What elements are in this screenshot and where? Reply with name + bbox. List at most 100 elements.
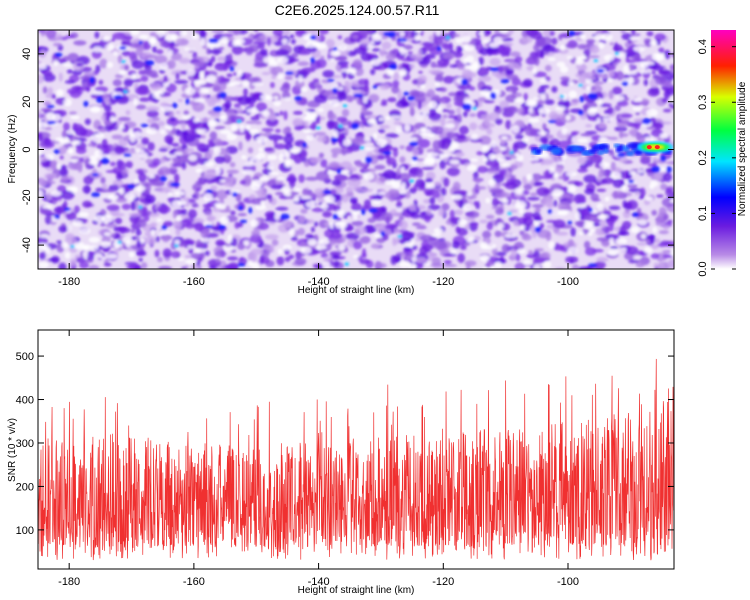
spectrogram-cell <box>616 152 626 158</box>
spectrogram-cell <box>118 187 125 195</box>
spectrogram-cell <box>138 34 149 40</box>
spectrogram-cell <box>233 72 238 76</box>
spectrogram-cell <box>322 70 335 78</box>
figure-title: C2E6.2025.124.00.57.R11 <box>275 2 440 18</box>
spectrogram-cell <box>150 229 155 237</box>
spectrogram-cell <box>283 81 290 88</box>
spectrogram-cell <box>200 229 210 239</box>
spectrogram-cell <box>64 80 76 84</box>
spectrogram-cell <box>351 34 359 40</box>
spectrogram-cell <box>235 38 245 44</box>
spectrogram-cell <box>141 137 150 145</box>
spectrogram-cell <box>533 181 544 186</box>
spectrogram-cell <box>75 146 87 154</box>
spectrogram-cell <box>76 256 86 264</box>
spectrogram-cell <box>130 228 136 234</box>
spectrogram-cell <box>499 146 507 151</box>
spectrogram-cell <box>512 125 520 134</box>
spectrogram-cell <box>364 156 373 164</box>
spectrogram-cell <box>205 74 217 83</box>
spectrogram-cell <box>232 191 238 197</box>
spectrogram-cell <box>594 81 605 85</box>
spectrogram-cell <box>669 198 674 203</box>
spectrogram-cell <box>214 156 226 164</box>
spectrogram-cell <box>533 71 547 78</box>
spectrogram-cell <box>632 77 640 85</box>
spectrogram-cell <box>367 43 372 50</box>
spectrogram-cell <box>65 211 77 221</box>
spectrogram-cell <box>259 176 269 183</box>
spectrogram-cell <box>376 154 386 160</box>
spectrogram-cell <box>587 107 597 116</box>
spectrogram-cell <box>337 48 349 58</box>
spectrogram-cell <box>522 259 532 266</box>
spectrogram-cell <box>67 52 79 62</box>
spectrogram-cell <box>485 47 499 54</box>
spectrogram-cell <box>82 185 91 194</box>
spectrogram-cell <box>320 252 329 258</box>
spectrogram-cell <box>156 218 163 223</box>
spectrogram-cell <box>458 218 468 226</box>
spectrogram-cell <box>101 214 113 223</box>
spectrogram-cell <box>338 124 343 128</box>
spectrogram-cell <box>568 90 578 99</box>
spectrogram-cell <box>284 76 293 81</box>
spectrogram-cell <box>544 99 555 105</box>
spectrogram-cell <box>430 61 437 68</box>
spectrogram-cell <box>424 214 432 223</box>
spectrogram-cell <box>237 205 244 211</box>
spectrogram-cell <box>421 166 435 170</box>
spectrogram-cell <box>621 184 627 192</box>
spectrogram-cell <box>159 69 166 74</box>
spectrogram-cell <box>483 100 495 104</box>
spectrogram-cell <box>482 75 492 82</box>
spectrogram-cell <box>124 64 129 71</box>
spectrogram-cell <box>397 234 403 239</box>
spectrogram-cell <box>494 230 502 238</box>
spectrogram-cell <box>438 153 449 159</box>
spectrogram-cell <box>199 72 205 79</box>
spectrogram-cell <box>330 50 341 57</box>
spectrogram-cell <box>176 119 191 125</box>
spectrogram-cell <box>167 59 176 70</box>
spectrogram-cell <box>341 108 350 117</box>
spectrogram-cell <box>190 125 197 134</box>
spectrogram-cell <box>492 246 498 257</box>
spectrogram-cell <box>129 42 142 49</box>
spectrogram-cell <box>282 219 292 229</box>
spectrogram-cell <box>480 114 493 121</box>
spectrogram-cell <box>238 141 243 151</box>
spectrogram-cell <box>497 156 506 162</box>
spectrogram-cell <box>70 244 75 249</box>
spectrogram-cell <box>346 226 355 231</box>
spectrogram-cell <box>662 172 672 182</box>
spectrogram-cell <box>608 205 621 210</box>
spectrogram-cell <box>305 30 318 35</box>
spectrogram-cell <box>375 262 387 269</box>
spectrogram-cell <box>226 83 235 87</box>
spectrogram-cell <box>60 175 69 183</box>
spectrogram-cell <box>177 98 183 103</box>
spectrogram-cell <box>555 106 566 111</box>
spectrogram-cell <box>199 148 210 153</box>
spectrogram-cell <box>523 92 528 102</box>
spectrogram-cell <box>222 63 229 72</box>
spectrogram-cell <box>519 208 524 215</box>
spectrogram-cell <box>191 203 200 208</box>
spectrogram-cell <box>248 44 259 53</box>
spectrogram-cell <box>241 155 247 160</box>
spectrogram-cell <box>193 118 200 123</box>
spectrogram-cell <box>81 245 89 251</box>
spectrogram-cell <box>143 212 150 222</box>
spectrogram-cell <box>141 69 153 75</box>
spectrogram-cell <box>371 48 381 52</box>
spectrogram-cell <box>603 54 615 62</box>
spectrogram-cell <box>241 169 254 175</box>
spectrogram-cell <box>548 166 555 174</box>
spectrogram-cell <box>403 91 410 96</box>
spectrogram-cell <box>610 246 619 250</box>
spectrogram-cell <box>324 195 335 203</box>
spectrogram-cell <box>347 120 352 129</box>
spectrogram-cell <box>413 257 427 263</box>
